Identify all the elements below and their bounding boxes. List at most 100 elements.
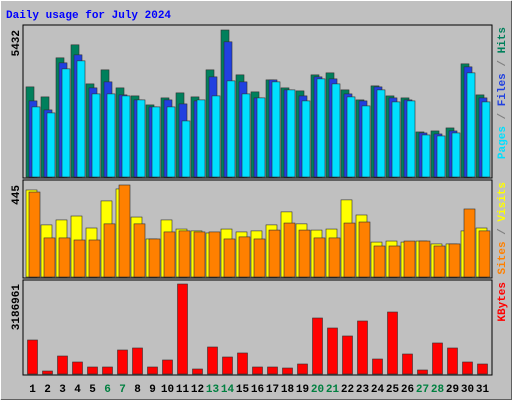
x-tick-label: 12: [191, 384, 204, 396]
bar: [117, 349, 128, 375]
bar: [76, 60, 86, 178]
y-tick-label: 5432: [11, 30, 23, 56]
x-tick-label: 15: [236, 384, 250, 396]
x-tick-label: 11: [176, 384, 190, 396]
x-tick-label: 31: [476, 384, 490, 396]
bar: [136, 99, 146, 178]
bar: [151, 106, 161, 178]
bar: [462, 361, 473, 375]
x-tick-label: 13: [206, 384, 220, 396]
bar: [102, 366, 113, 375]
bar: [372, 358, 383, 375]
x-tick-label: 27: [416, 384, 429, 396]
x-tick-label: 2: [44, 384, 51, 396]
legend: KBytes: [497, 282, 509, 322]
x-tick-label: 29: [446, 384, 459, 396]
x-tick-label: 26: [401, 384, 414, 396]
bar: [301, 100, 311, 178]
x-tick-label: 7: [119, 384, 126, 396]
bar: [328, 237, 341, 278]
bar: [402, 353, 413, 375]
bar: [451, 132, 461, 178]
bar: [331, 83, 341, 178]
bar: [358, 221, 371, 278]
bar: [316, 78, 326, 178]
bar: [241, 93, 251, 178]
bar: [436, 135, 446, 178]
bar: [327, 327, 338, 375]
legend-entry: Pages: [497, 126, 509, 159]
legend-separator: /: [497, 222, 509, 242]
legend-separator: /: [497, 106, 509, 126]
bar: [166, 106, 176, 178]
x-tick-label: 10: [161, 384, 174, 396]
bar: [391, 101, 401, 178]
x-tick-label: 19: [296, 384, 309, 396]
bar: [342, 335, 353, 375]
legend-entry: KBytes: [497, 282, 509, 322]
bar: [207, 346, 218, 375]
bar: [31, 106, 41, 178]
x-tick-label: 28: [431, 384, 445, 396]
legend-entry: Hits: [497, 27, 509, 53]
bar: [286, 89, 296, 178]
bar: [211, 95, 221, 178]
bar: [222, 356, 233, 375]
legend-separator: /: [497, 53, 509, 73]
bar: [162, 359, 173, 375]
x-tick-label: 8: [134, 384, 141, 396]
bar: [28, 191, 41, 278]
x-tick-label: 9: [149, 384, 156, 396]
bar: [283, 222, 296, 278]
bar: [418, 240, 431, 278]
bar: [406, 100, 416, 178]
bar: [271, 81, 281, 178]
bar: [268, 229, 281, 278]
bar: [466, 72, 476, 178]
x-tick-label: 20: [311, 384, 324, 396]
bar: [481, 101, 491, 178]
chart-title: Daily usage for July 2024: [6, 10, 171, 22]
bar: [72, 361, 83, 375]
x-tick-label: 4: [74, 384, 81, 396]
bar: [387, 311, 398, 375]
legend-entry: Files: [497, 73, 509, 106]
bar: [403, 240, 416, 278]
bar: [46, 112, 56, 178]
bar: [223, 238, 236, 278]
bar: [312, 317, 323, 375]
x-tick-label: 24: [371, 384, 385, 396]
bar: [463, 208, 476, 278]
legend-entry: Sites: [497, 241, 509, 274]
bar: [376, 89, 386, 178]
bar: [388, 245, 401, 278]
bar: [478, 230, 491, 278]
bar: [343, 222, 356, 278]
x-tick-label: 30: [461, 384, 474, 396]
bar: [238, 236, 251, 278]
bar: [357, 320, 368, 375]
bar: [147, 366, 158, 375]
bar: [282, 367, 293, 375]
x-tick-label: 5: [89, 384, 96, 396]
bar: [208, 231, 221, 278]
bar: [298, 229, 311, 278]
bar: [346, 96, 356, 178]
bar: [163, 231, 176, 278]
bar: [237, 352, 248, 375]
x-tick-label: 17: [266, 384, 279, 396]
bar: [177, 283, 188, 375]
bar: [178, 230, 191, 278]
bar: [88, 239, 101, 278]
bar: [253, 238, 266, 278]
x-tick-label: 1: [29, 384, 36, 396]
legend: Sites / Visits: [497, 182, 509, 274]
bar: [43, 237, 56, 278]
x-tick-label: 25: [386, 384, 400, 396]
legend: Pages / Files / Hits: [497, 27, 509, 159]
bar: [58, 237, 71, 278]
bar: [132, 347, 143, 375]
bar: [433, 245, 446, 278]
